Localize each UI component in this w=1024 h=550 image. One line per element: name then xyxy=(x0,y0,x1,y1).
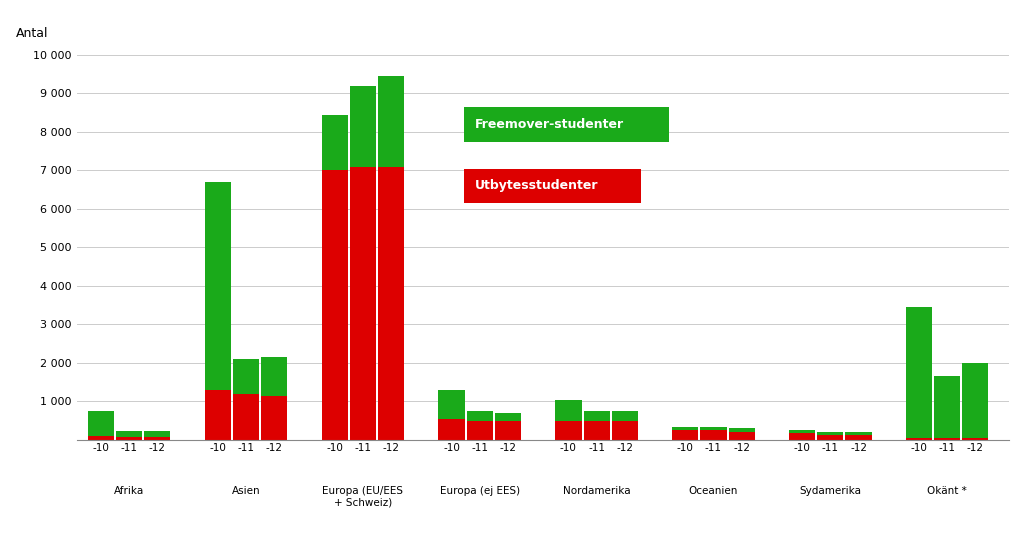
Text: Antal: Antal xyxy=(16,26,49,40)
Bar xyxy=(261,395,288,440)
Bar xyxy=(790,430,815,433)
Bar xyxy=(144,431,170,437)
Bar xyxy=(817,432,844,435)
Bar xyxy=(963,363,988,438)
Text: Nordamerika: Nordamerika xyxy=(563,486,631,496)
Text: Okänt *: Okänt * xyxy=(928,486,967,496)
Bar xyxy=(846,432,871,435)
Bar xyxy=(672,430,698,440)
Bar xyxy=(700,427,727,430)
Bar xyxy=(700,430,727,440)
Bar xyxy=(322,114,348,170)
Bar xyxy=(611,421,638,440)
Text: Oceanien: Oceanien xyxy=(689,486,738,496)
Bar xyxy=(846,435,871,440)
Bar xyxy=(205,390,231,440)
Bar xyxy=(350,86,376,167)
Bar xyxy=(729,432,755,440)
Text: Sydamerika: Sydamerika xyxy=(800,486,861,496)
Bar xyxy=(467,421,493,440)
Bar xyxy=(790,433,815,440)
Bar xyxy=(495,413,521,421)
Bar xyxy=(88,411,114,436)
Text: Europa (EU/EES
+ Schweiz): Europa (EU/EES + Schweiz) xyxy=(323,486,403,508)
Bar xyxy=(378,76,404,167)
Text: Freemover-studenter: Freemover-studenter xyxy=(475,118,624,131)
Bar xyxy=(116,431,142,437)
Bar xyxy=(467,411,493,421)
Bar xyxy=(116,437,142,440)
Bar xyxy=(906,438,932,440)
FancyBboxPatch shape xyxy=(464,168,641,204)
Bar xyxy=(495,421,521,440)
Bar xyxy=(555,421,582,440)
Bar xyxy=(144,437,170,440)
Text: Asien: Asien xyxy=(231,486,260,496)
Bar xyxy=(261,358,288,395)
Bar xyxy=(350,167,376,440)
Bar xyxy=(817,435,844,440)
Bar xyxy=(555,399,582,421)
Text: Afrika: Afrika xyxy=(114,486,144,496)
Bar xyxy=(672,427,698,430)
Bar xyxy=(584,421,609,440)
Text: Europa (ej EES): Europa (ej EES) xyxy=(439,486,520,496)
Bar xyxy=(611,411,638,421)
Bar xyxy=(729,428,755,432)
Bar xyxy=(963,438,988,440)
Bar xyxy=(934,438,961,440)
Bar xyxy=(438,390,465,419)
Bar xyxy=(906,307,932,438)
Bar xyxy=(378,167,404,440)
Bar xyxy=(232,359,259,394)
Bar xyxy=(322,170,348,440)
Bar xyxy=(232,394,259,440)
Bar xyxy=(438,419,465,440)
Bar xyxy=(88,436,114,440)
Bar xyxy=(934,376,961,438)
Bar xyxy=(205,182,231,390)
FancyBboxPatch shape xyxy=(464,107,669,141)
Text: Utbytesstudenter: Utbytesstudenter xyxy=(475,179,598,192)
Bar xyxy=(584,411,609,421)
